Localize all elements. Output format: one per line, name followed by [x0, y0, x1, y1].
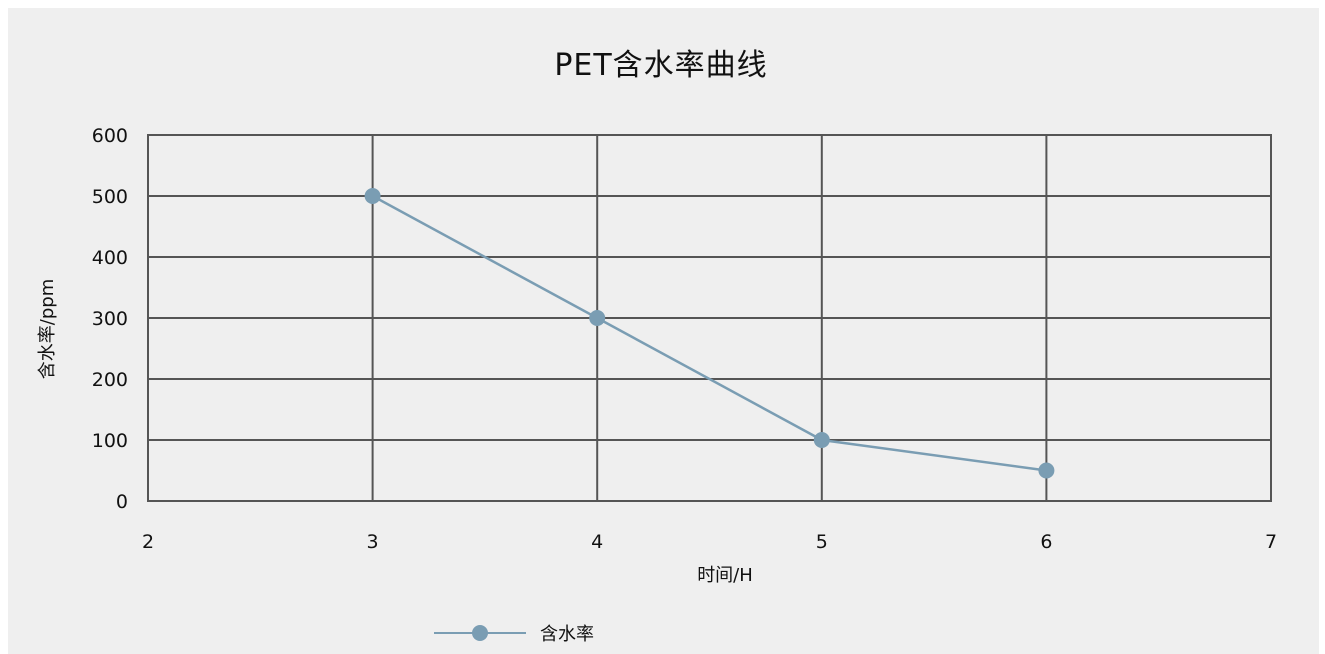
- grid-lines: [147, 134, 1272, 502]
- legend-label: 含水率: [540, 624, 594, 645]
- y-tick-label: 500: [92, 186, 128, 208]
- x-tick-label: 3: [367, 531, 379, 553]
- x-tick-label: 6: [1040, 531, 1052, 553]
- series-layer: [364, 188, 1055, 479]
- y-tick-label: 0: [116, 491, 128, 513]
- y-tick-label: 100: [92, 430, 128, 452]
- y-axis-label: 含水率/ppm: [37, 279, 58, 379]
- data-point: [813, 432, 830, 448]
- x-axis-ticks: 2 3 4 5 6 7: [142, 531, 1277, 553]
- y-tick-label: 600: [92, 125, 128, 147]
- line-chart: PET含水率曲线 0 100 200 300 400 500 600 2 3 4 5 6 7 时间/H…: [37, 48, 1277, 645]
- y-tick-label: 300: [92, 308, 128, 330]
- data-point: [589, 310, 606, 326]
- series-line: [372, 194, 1047, 472]
- y-tick-label: 400: [92, 247, 128, 269]
- data-point: [1038, 462, 1055, 479]
- legend-marker: [472, 625, 488, 641]
- x-tick-label: 5: [816, 531, 828, 553]
- x-tick-label: 2: [142, 531, 154, 553]
- data-point: [364, 188, 381, 204]
- y-tick-label: 200: [92, 369, 128, 391]
- x-tick-label: 4: [591, 531, 603, 553]
- y-axis-ticks: 0 100 200 300 400 500 600: [92, 125, 128, 513]
- x-axis-label: 时间/H: [697, 565, 753, 586]
- legend: 含水率: [434, 624, 594, 645]
- chart-container: PET含水率曲线 0 100 200 300 400 500 600 2 3 4 5 6 7 时间/H…: [8, 8, 1319, 654]
- x-tick-label: 7: [1265, 531, 1277, 553]
- chart-title: PET含水率曲线: [554, 48, 767, 83]
